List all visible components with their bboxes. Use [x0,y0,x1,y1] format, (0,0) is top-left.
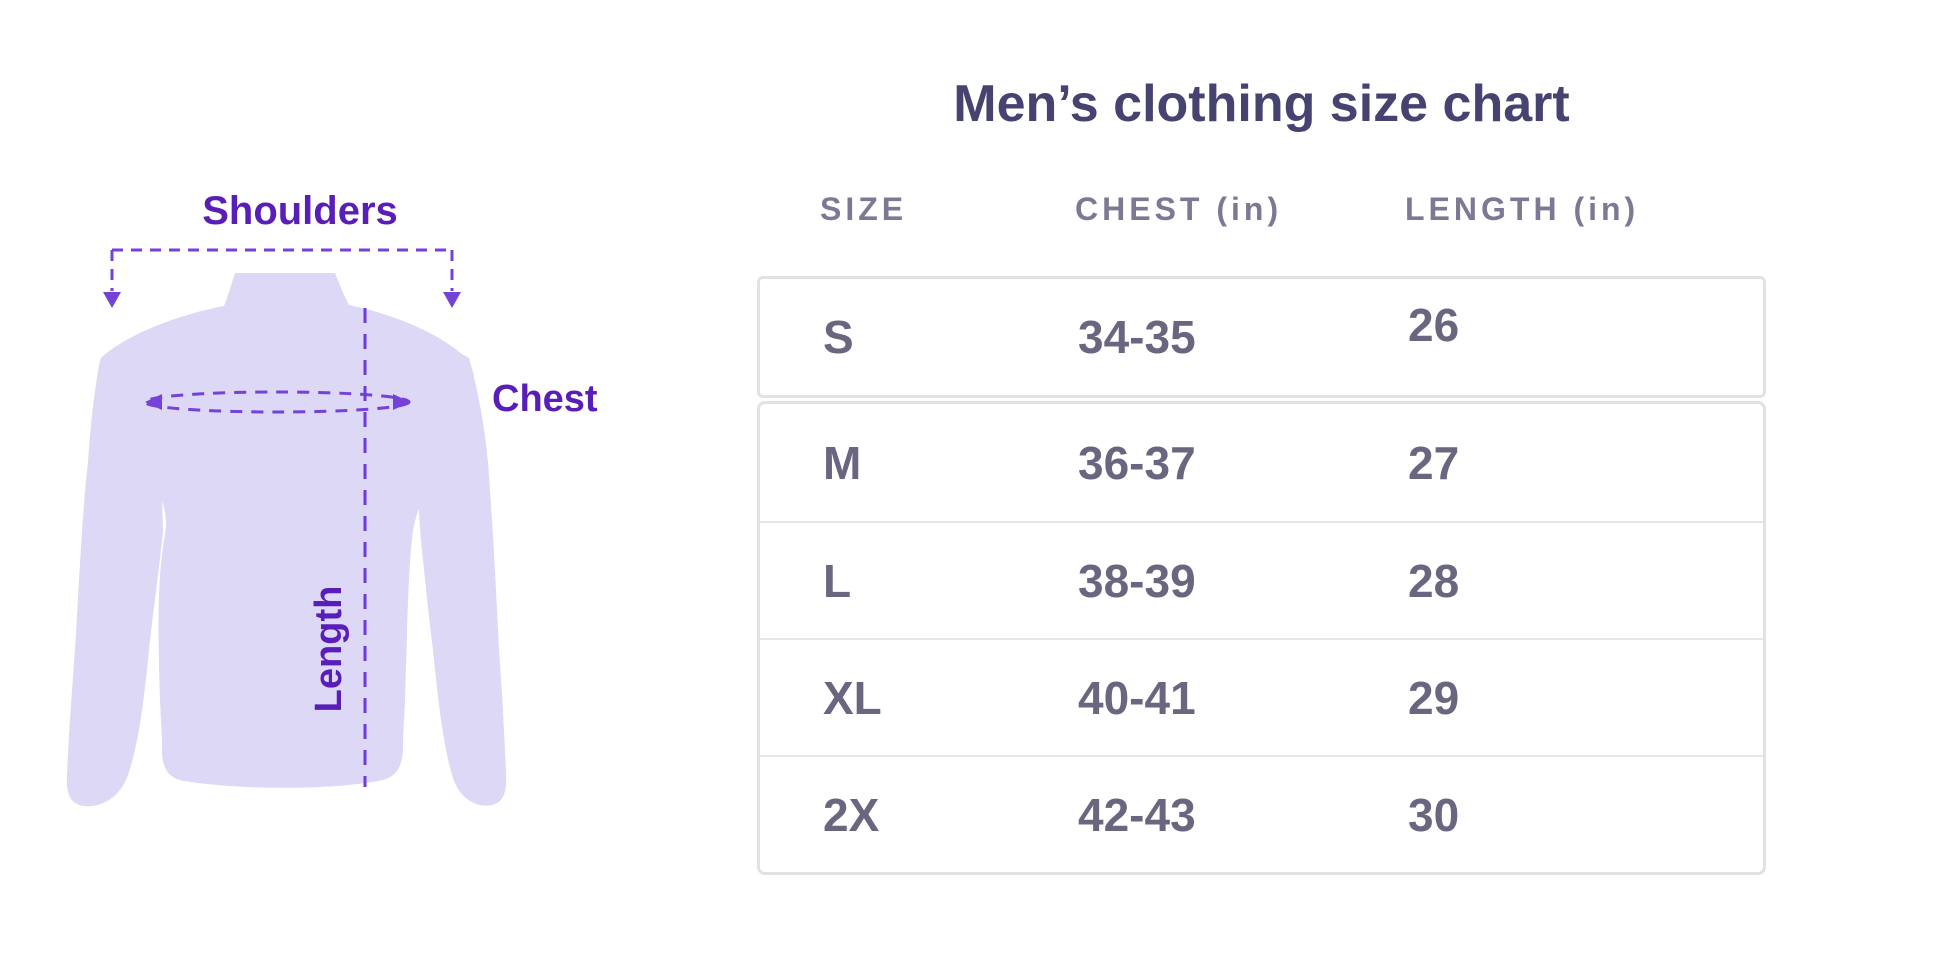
chest-cell: 40-41 [1078,671,1196,724]
size-table-card-rest: M 36-37 27 L 38-39 28 XL 40-41 29 2X 42-… [757,401,1766,875]
column-header-size: SIZE [820,190,908,227]
size-cell: M [823,436,862,489]
chest-arrowhead-left [145,394,162,410]
length-cell: 26 [1408,299,1460,351]
shirt-left-sleeve [66,350,163,807]
shirt-right-sleeve [412,350,507,806]
length-cell: 28 [1408,554,1460,607]
length-cell: 30 [1408,788,1460,841]
shoulders-arrowhead-right [443,292,461,308]
shirt-measurement-diagram: Shoulders Chest Length [0,0,660,900]
shoulders-arrowhead-left [103,292,121,308]
size-cell: L [823,554,852,607]
table-header-row: SIZE CHEST (in) LENGTH (in) [757,189,1766,229]
chest-cell: 34-35 [1078,311,1196,363]
length-label: Length [308,585,350,713]
length-cell: 29 [1408,671,1460,724]
page-title: Men’s clothing size chart [953,75,1570,133]
shoulders-measure-bracket [110,248,454,291]
size-table-card-first: S 34-35 26 [757,276,1766,398]
chest-cell: 38-39 [1078,554,1196,607]
chest-label: Chest [492,378,598,420]
shoulders-label: Shoulders [202,189,398,233]
shirt-torso [97,273,475,788]
column-header-chest: CHEST (in) [1075,190,1283,227]
size-cell: XL [823,671,882,724]
chest-arrowhead-right [393,394,410,410]
shirt-illustration [66,248,507,807]
size-cell: 2X [823,788,880,841]
table-row: S 34-35 26 [760,279,1763,395]
size-cell: S [823,311,854,363]
table-row: XL 40-41 29 [760,638,1763,755]
column-header-length: LENGTH (in) [1405,190,1640,227]
chest-cell: 36-37 [1078,436,1196,489]
table-row: 2X 42-43 30 [760,755,1763,872]
table-row: M 36-37 27 [760,404,1763,521]
length-cell: 27 [1408,436,1460,489]
table-row: L 38-39 28 [760,521,1763,638]
chest-cell: 42-43 [1078,788,1196,841]
